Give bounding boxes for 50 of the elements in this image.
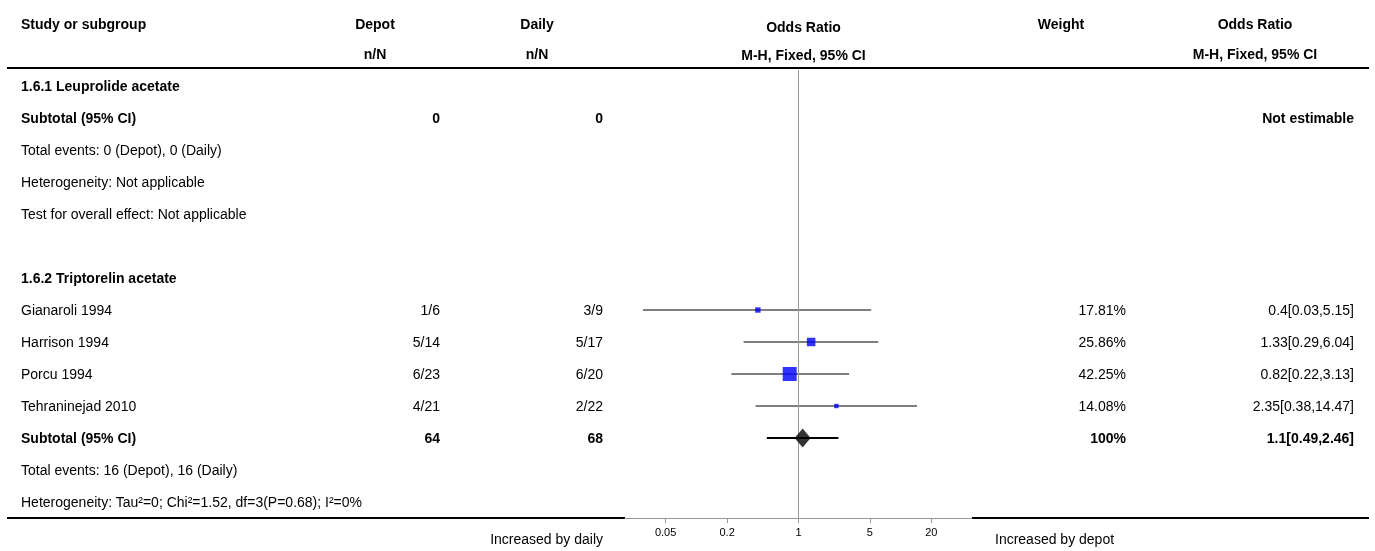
text: 2.35[0.38,14.47] [1252, 398, 1354, 414]
text: 1/6 [420, 302, 440, 318]
text: 1.1[0.49,2.46] [1266, 430, 1354, 446]
category-label: Total events: 0 (Depot), 0 (Daily) [21, 142, 222, 158]
text: 64 [424, 430, 440, 446]
text: 17.81% [1078, 302, 1126, 318]
text: Increased by depot [995, 531, 1115, 547]
text: 3/9 [583, 302, 603, 318]
category-label: Harrison 1994 [21, 334, 109, 350]
chart-subtitle: M-H, Fixed, 95% CI [741, 47, 866, 63]
text: 5/14 [412, 334, 440, 350]
category-label: Gianaroli 1994 [21, 302, 113, 318]
category-label: Heterogeneity: Not applicable [21, 174, 205, 190]
category-label: Daily n/N [519, 15, 555, 63]
text: 25.86% [1078, 334, 1126, 350]
category-label: Subtotal (95% CI) [21, 430, 137, 446]
text: 2/22 [575, 398, 603, 414]
text: 14.08% [1078, 398, 1126, 414]
category-label: 1.6.2 Triptorelin acetate [21, 270, 177, 286]
text: 100% [1090, 430, 1126, 446]
text: Increased by daily [490, 531, 603, 547]
x-tick-label: 5 [866, 525, 873, 538]
text: Not estimable [1262, 110, 1354, 126]
text: 6/20 [575, 366, 603, 382]
text: 5/17 [575, 334, 603, 350]
category-label: Heterogeneity: Tau²=0; Chi²=1.52, df=3(P=0.68); I²=0% [21, 494, 363, 510]
x-tick-label: 0.05 [654, 525, 677, 538]
category-label: 1.6.1 Leuprolide acetate [21, 78, 180, 94]
category-label: Depot n/N [354, 15, 396, 63]
text: 68 [587, 430, 603, 446]
text: 6/23 [412, 366, 440, 382]
category-label: Porcu 1994 [21, 366, 93, 382]
text: 42.25% [1078, 366, 1126, 382]
x-tick-label: 0.2 [719, 525, 735, 538]
category-label: Total events: 16 (Depot), 16 (Daily) [21, 462, 238, 478]
chart-title: Odds Ratio [766, 19, 841, 35]
x-tick-label: 20 [925, 525, 938, 538]
text: Study or subgroup [21, 15, 147, 33]
x-tick-label: 1 [795, 525, 802, 538]
text: 1.33[0.29,6.04] [1260, 334, 1354, 350]
category-label: Tehraninejad 2010 [21, 398, 137, 414]
category-label: Test for overall effect: Not applicable [21, 206, 247, 222]
category-label: Subtotal (95% CI) [21, 110, 137, 126]
text: 0 [595, 110, 603, 126]
text: 0.4[0.03,5.15] [1268, 302, 1354, 318]
text: 0 [432, 110, 440, 126]
category-label: Weight [1036, 15, 1086, 33]
text: 0.82[0.22,3.13] [1260, 366, 1354, 382]
category-label: Odds Ratio M-H, Fixed, 95% CI [1191, 15, 1319, 63]
text: 4/21 [412, 398, 440, 414]
